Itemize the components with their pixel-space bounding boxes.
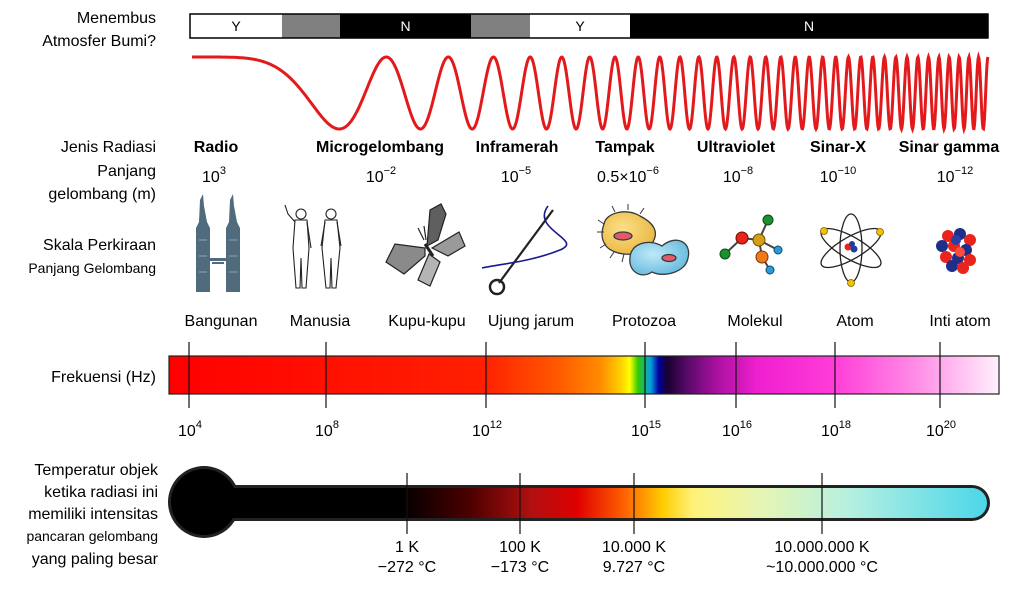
atmosphere-segment-yes (530, 14, 630, 38)
humans-icon (284, 204, 342, 289)
scale-label-1: Skala Perkiraan (43, 237, 156, 254)
type-xray: Sinar-X (810, 139, 866, 156)
frequency-tick-6: 1018 (821, 419, 851, 440)
scale-icons (196, 194, 976, 296)
atmosphere-segment-label: Y (231, 18, 241, 34)
wavelength-ultraviolet: 10−8 (723, 165, 753, 186)
needle-icon (481, 205, 568, 296)
atmosphere-segment-partial (471, 14, 530, 38)
frequency-gradient (168, 355, 1000, 395)
temperature-label-1: Temperatur objek (34, 462, 159, 479)
wavelength-label-1: Panjang (97, 163, 156, 180)
frequency-tick-lines (188, 342, 941, 408)
wavelength-xray: 10−10 (820, 165, 856, 186)
type-microwave: Microgelombang (316, 139, 444, 156)
temperature-label-2: ketika radiasi ini (44, 484, 158, 501)
radiation-types: Radio Microgelombang Inframerah Tampak U… (194, 139, 1000, 156)
scale-humans: Manusia (290, 313, 351, 330)
temperature-label-3: memiliki intensitas (28, 506, 158, 523)
molecule-icon (719, 214, 783, 275)
scale-nucleus: Inti atom (929, 313, 990, 330)
atmosphere-segment-label: Y (575, 18, 585, 34)
temp-celsius-3: 9.727 °C (603, 559, 665, 576)
atmosphere-label-1: Menembus (77, 10, 156, 27)
scale-labels: Bangunan Manusia Kupu-kupu Ujung jarum P… (185, 313, 991, 330)
thermometer-tube (214, 488, 987, 518)
type-gamma: Sinar gamma (899, 139, 1000, 156)
wavelength-visible: 0.5×10−6 (597, 165, 659, 186)
frequency-tick-7: 1020 (926, 419, 956, 440)
scale-atom: Atom (836, 313, 873, 330)
protozoa-icon (597, 204, 690, 276)
atmosphere-bar-outline (189, 13, 989, 39)
scale-buildings: Bangunan (185, 313, 258, 330)
frequency-tick-3: 1012 (472, 419, 502, 440)
type-ultraviolet: Ultraviolet (697, 139, 776, 156)
atmosphere-label-2: Atmosfer Bumi? (42, 33, 156, 50)
wavelength-wave (192, 51, 990, 135)
temperature-tick-lines (406, 473, 823, 534)
row-labels: Menembus Atmosfer Bumi? Jenis Radiasi Pa… (26, 10, 159, 568)
frequency-tick-1: 104 (178, 419, 202, 440)
type-infrared: Inframerah (476, 139, 559, 156)
thermometer: 1 K −272 °C 100 K −173 °C 10.000 K 9.727… (168, 466, 990, 576)
temp-kelvin-1: 1 K (395, 539, 419, 556)
nucleus-icon (936, 228, 976, 274)
scale-label-2: Panjang Gelombang (28, 260, 156, 276)
wavelength-gamma: 10−12 (937, 165, 973, 186)
frequency-bar: 104 108 1012 1015 1016 1018 1020 (168, 342, 1000, 440)
temp-celsius-4: ~10.000.000 °C (766, 559, 878, 576)
thermometer-bulb (171, 469, 237, 535)
type-visible: Tampak (595, 139, 654, 156)
wavelength-values: 103 10−2 10−5 0.5×10−6 10−8 10−10 10−12 (202, 165, 973, 186)
frequency-tick-4: 1015 (631, 419, 661, 440)
scale-molecule: Molekul (727, 313, 782, 330)
wavelength-infrared: 10−5 (501, 165, 531, 186)
atmosphere-segment-no (340, 14, 471, 38)
temp-celsius-1: −272 °C (378, 559, 436, 576)
frequency-label: Frekuensi (Hz) (51, 369, 156, 386)
towers-icon (196, 194, 240, 292)
scale-needle: Ujung jarum (488, 313, 574, 330)
temp-kelvin-2: 100 K (499, 539, 541, 556)
atmosphere-segment-label: N (804, 18, 814, 34)
scale-butterfly: Kupu-kupu (388, 313, 465, 330)
atmosphere-segment-label: N (400, 18, 410, 34)
atmosphere-segment-no (630, 14, 988, 38)
atmosphere-segment-yes (190, 14, 282, 38)
temp-kelvin-3: 10.000 K (602, 539, 666, 556)
radiation-type-label: Jenis Radiasi (61, 139, 156, 156)
frequency-tick-5: 1016 (722, 419, 752, 440)
wavelength-radio: 103 (202, 165, 226, 186)
temp-kelvin-4: 10.000.000 K (774, 539, 870, 556)
butterfly-icon (385, 203, 466, 287)
temperature-label-4: pancaran gelombang (26, 528, 158, 544)
wavelength-label-2: gelombang (m) (48, 186, 156, 203)
scale-protozoa: Protozoa (612, 313, 676, 330)
type-radio: Radio (194, 139, 239, 156)
temperature-label-5: yang paling besar (32, 551, 159, 568)
atmosphere-segment-partial (282, 14, 340, 38)
wavelength-microwave: 10−2 (366, 165, 396, 186)
frequency-tick-2: 108 (315, 419, 339, 440)
temp-celsius-2: −173 °C (491, 559, 549, 576)
atom-icon (820, 213, 884, 287)
